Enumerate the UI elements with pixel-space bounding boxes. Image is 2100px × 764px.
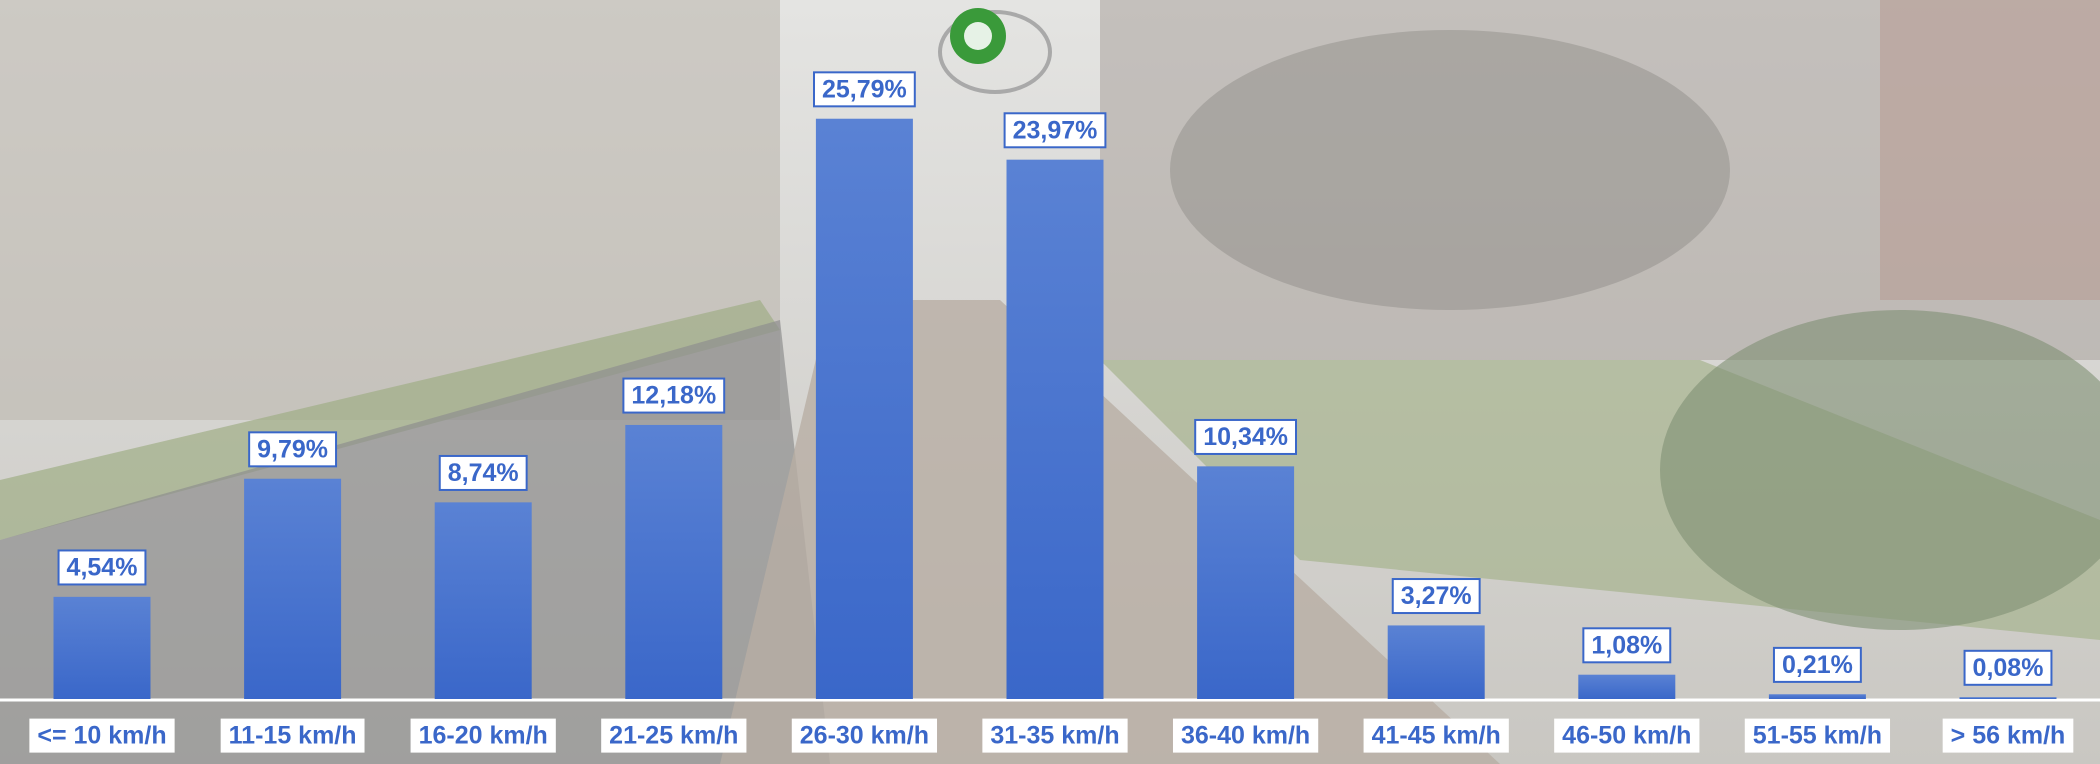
- bar: [1960, 697, 2057, 699]
- x-tick-label: 16-20 km/h: [419, 722, 548, 750]
- data-label: 9,79%: [257, 435, 328, 463]
- x-tick-label: 21-25 km/h: [609, 722, 738, 750]
- data-label: 23,97%: [1013, 116, 1098, 144]
- bar: [244, 479, 341, 699]
- x-tick-label: 46-50 km/h: [1562, 722, 1691, 750]
- data-label: 10,34%: [1203, 423, 1288, 451]
- x-tick-label: 26-30 km/h: [800, 722, 929, 750]
- data-label: 12,18%: [631, 382, 716, 410]
- x-tick-label: 36-40 km/h: [1181, 722, 1310, 750]
- x-tick-label: 11-15 km/h: [229, 722, 357, 750]
- x-tick-label: > 56 km/h: [1951, 722, 2066, 750]
- bar: [1388, 625, 1485, 699]
- bar: [1578, 675, 1675, 699]
- bar: [435, 502, 532, 699]
- x-tick-label: <= 10 km/h: [37, 722, 166, 750]
- bar: [54, 597, 151, 699]
- data-label: 1,08%: [1591, 631, 1662, 659]
- x-tick-label: 51-55 km/h: [1753, 722, 1882, 750]
- bar: [625, 425, 722, 699]
- chart: 4,54% <= 10 km/h 9,79% 11-15 km/h 8,74% 16-20…: [0, 0, 2100, 764]
- data-label: 4,54%: [67, 553, 138, 581]
- x-tick-label: 31-35 km/h: [990, 722, 1119, 750]
- data-label: 3,27%: [1401, 582, 1472, 610]
- x-tick-label: 41-45 km/h: [1372, 722, 1501, 750]
- data-label: 0,21%: [1782, 651, 1853, 679]
- bar: [1197, 466, 1294, 699]
- bar: [1007, 160, 1104, 699]
- data-label: 0,08%: [1973, 654, 2044, 682]
- bar: [1769, 694, 1866, 699]
- data-label: 25,79%: [822, 75, 907, 103]
- data-label: 8,74%: [448, 459, 519, 487]
- bar: [816, 119, 913, 699]
